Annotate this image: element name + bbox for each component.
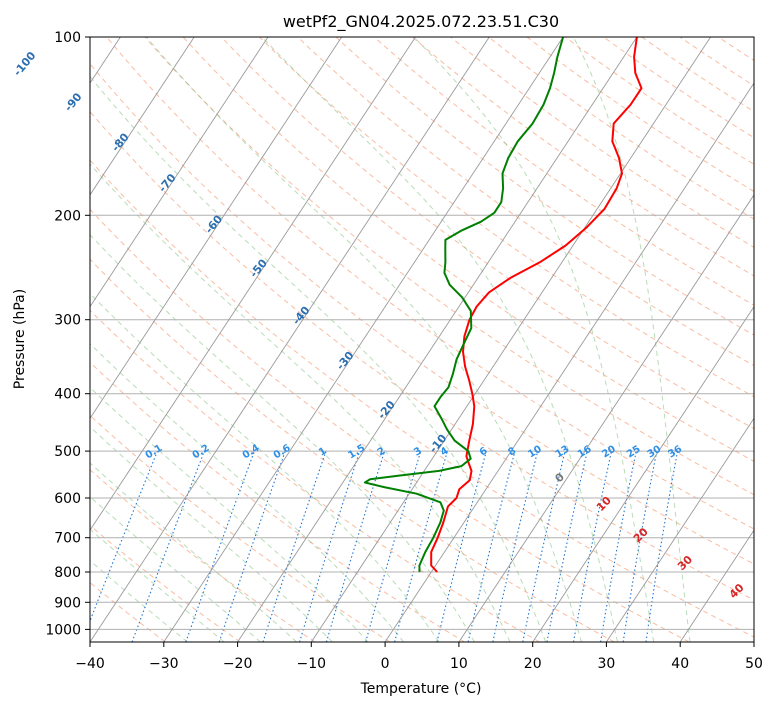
y-tick-label: 400 bbox=[54, 387, 81, 403]
isotherm-line bbox=[679, 529, 754, 642]
isotherm-line bbox=[532, 305, 754, 642]
x-tick-label: 40 bbox=[671, 656, 689, 672]
isotherm-line bbox=[310, 37, 711, 642]
mixing-ratio-line bbox=[262, 450, 327, 642]
dry-adiabat-line bbox=[412, 37, 754, 277]
y-axis-label: Pressure (hPa) bbox=[12, 289, 28, 389]
x-axis-label: Temperature (°C) bbox=[360, 681, 482, 697]
mixing-ratio-line bbox=[546, 450, 588, 642]
mixing-ratio-line bbox=[325, 450, 386, 642]
isotherm-line bbox=[237, 37, 638, 642]
moist-adiabat-line bbox=[90, 75, 547, 642]
y-tick-label: 500 bbox=[54, 444, 81, 460]
plot-frame bbox=[89, 36, 755, 643]
chart-title: wetPf2_GN04.2025.072.23.51.C30 bbox=[283, 12, 559, 32]
moist-adiabat-line bbox=[413, 37, 655, 642]
dry-adiabat-line bbox=[526, 37, 754, 193]
x-tick-label: −40 bbox=[75, 656, 105, 672]
y-tick-label: 100 bbox=[54, 30, 81, 46]
y-tick-label: 1000 bbox=[45, 622, 81, 638]
moist-adiabat-line bbox=[90, 560, 188, 642]
mixing-ratio-line bbox=[365, 450, 422, 642]
dry-adiabat-line bbox=[90, 62, 754, 565]
moist-adiabat-line bbox=[90, 343, 404, 642]
y-tick-label: 800 bbox=[54, 565, 81, 581]
y-tick-label: 700 bbox=[54, 531, 81, 547]
mixing-ratio-line bbox=[522, 450, 566, 642]
moist-adiabat-line bbox=[90, 163, 511, 642]
dry-adiabat-line bbox=[90, 524, 241, 642]
mixing-ratio-label: 4 bbox=[439, 446, 451, 459]
isotherm-line bbox=[458, 194, 754, 642]
mixing-ratio-line bbox=[218, 450, 286, 642]
x-tick-label: 0 bbox=[381, 656, 390, 672]
mixing-ratio-label: 8 bbox=[506, 446, 518, 459]
mixing-ratio-line bbox=[394, 450, 449, 642]
y-tick-label: 600 bbox=[54, 491, 81, 507]
isotherm-line bbox=[606, 417, 754, 642]
x-tick-label: −20 bbox=[223, 656, 253, 672]
isotherm-line bbox=[90, 37, 269, 308]
dry-adiabat-line bbox=[90, 159, 754, 638]
isotherm-line bbox=[163, 37, 564, 642]
x-tick-label: 10 bbox=[450, 656, 468, 672]
mixing-ratio-line bbox=[622, 450, 658, 642]
moist-adiabat-line bbox=[90, 496, 261, 642]
y-tick-label: 200 bbox=[54, 208, 81, 224]
x-tick-label: 50 bbox=[745, 656, 763, 672]
mixing-ratio-line bbox=[299, 450, 361, 642]
mixing-ratio-label: 1 bbox=[317, 446, 329, 459]
dry-adiabat-line bbox=[90, 469, 316, 642]
axes-group: −40 −30 −20 −10 0 10 20 30 40 50 1000 900 800 700 600 5… bbox=[45, 30, 763, 672]
mixing-ratio-label: 3 bbox=[412, 446, 424, 459]
mixing-ratio-line bbox=[492, 450, 539, 642]
moist-adiabat-line bbox=[90, 292, 440, 642]
x-tick-label: 20 bbox=[524, 656, 542, 672]
isotherm-line bbox=[90, 37, 343, 420]
dry-adiabat-line bbox=[90, 110, 754, 601]
isotherm-line bbox=[90, 37, 416, 531]
mixing-ratio-label: 2 bbox=[376, 446, 388, 459]
mixing-ratio-line bbox=[436, 450, 487, 642]
dry-adiabat-line bbox=[373, 37, 754, 306]
dry-adiabat-line bbox=[90, 309, 540, 642]
y-tick-label: 300 bbox=[54, 313, 81, 329]
y-tick-label: 900 bbox=[54, 595, 81, 611]
moist-adiabat-line bbox=[146, 37, 582, 642]
profiles-group bbox=[363, 37, 643, 573]
background-lines-group bbox=[90, 37, 754, 642]
moist-adiabat-line bbox=[90, 462, 297, 642]
isotherm-line bbox=[90, 37, 490, 642]
dewpoint-profile-line bbox=[363, 37, 565, 573]
isotherm-line bbox=[90, 37, 195, 196]
mixing-ratio-line bbox=[185, 450, 255, 642]
mixing-ratio-label: 6 bbox=[478, 446, 490, 459]
dry-adiabat-line bbox=[297, 37, 754, 367]
moist-adiabat-line bbox=[90, 234, 475, 642]
dry-adiabat-line bbox=[90, 208, 690, 642]
dry-adiabat-line bbox=[90, 258, 615, 642]
mixing-ratio-line bbox=[572, 450, 613, 642]
dry-adiabat-line bbox=[564, 37, 754, 165]
dry-adiabat-line bbox=[259, 37, 754, 398]
x-tick-label: −10 bbox=[297, 656, 327, 672]
moist-adiabat-line bbox=[90, 386, 369, 642]
moist-adiabat-line bbox=[90, 528, 225, 642]
moist-adiabat-line bbox=[572, 37, 691, 642]
dry-adiabat-line bbox=[335, 37, 754, 336]
mixing-ratio-line bbox=[645, 450, 679, 642]
isotherm-line bbox=[384, 82, 754, 642]
x-tick-label: 30 bbox=[597, 656, 615, 672]
mixing-ratio-line bbox=[600, 450, 637, 642]
mixing-ratio-line bbox=[467, 450, 516, 642]
x-tick-label: −30 bbox=[149, 656, 179, 672]
